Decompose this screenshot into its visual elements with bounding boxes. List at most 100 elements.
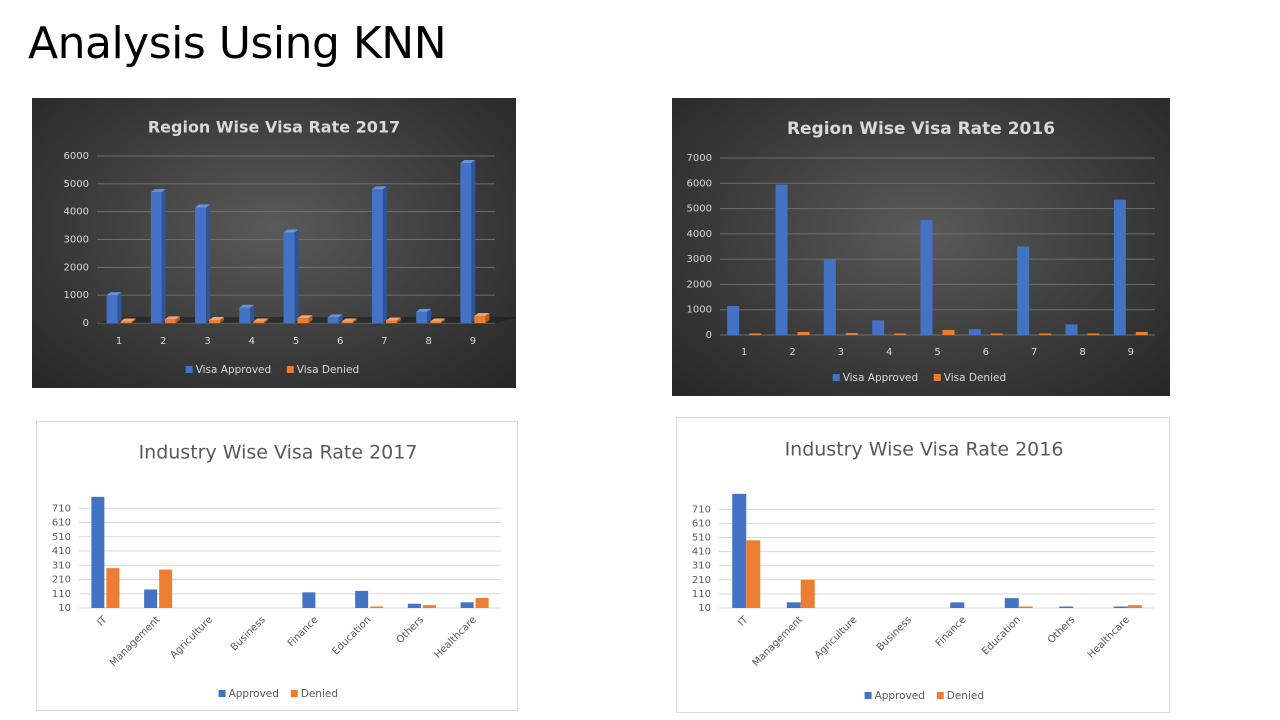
bar-denied-top — [430, 318, 446, 322]
y-tick-label: 7000 — [687, 153, 712, 164]
x-tick-label: Education — [330, 614, 373, 657]
bar-denied-top — [385, 317, 401, 321]
bar-denied-top — [209, 316, 225, 320]
bar-denied-top — [297, 315, 313, 319]
bar-denied — [385, 320, 397, 323]
bar-approved — [327, 317, 339, 323]
bar-approved — [968, 329, 981, 335]
y-tick-label: 410 — [52, 546, 71, 557]
bar-approved-side — [250, 304, 255, 323]
x-tick-label: 4 — [249, 336, 255, 347]
bar-approved — [460, 602, 474, 608]
legend-swatch — [290, 690, 298, 697]
legend-swatch — [936, 692, 944, 699]
bar-denied — [370, 606, 384, 608]
bar-denied — [1087, 333, 1100, 335]
bar-approved — [355, 590, 369, 608]
x-tick-label: 4 — [886, 347, 892, 358]
bar-approved-top — [327, 314, 343, 318]
x-tick-label: Agriculture — [168, 614, 215, 661]
bar-approved-top — [460, 159, 476, 163]
slide-title: Analysis Using KNN — [28, 18, 447, 69]
bar-denied — [1135, 331, 1148, 335]
bar-denied-top — [253, 318, 269, 322]
x-tick-label: 8 — [1079, 347, 1085, 358]
bar-denied — [253, 321, 265, 323]
bar-approved — [872, 320, 885, 335]
x-tick-label: 1 — [741, 347, 747, 358]
bar-approved — [1017, 246, 1030, 335]
x-tick-label: 9 — [1128, 347, 1134, 358]
bar-denied-side — [264, 318, 269, 323]
y-tick-label: 10 — [58, 603, 71, 614]
x-tick-label: 9 — [470, 336, 476, 347]
x-tick-label: Management — [108, 614, 162, 668]
bar-approved — [1059, 606, 1074, 608]
bar-denied-top — [120, 318, 136, 322]
x-tick-label: Healthcare — [433, 614, 479, 660]
bar-denied — [430, 321, 442, 323]
bar-approved — [416, 311, 428, 323]
x-tick-label: Finance — [934, 614, 969, 649]
bar-approved — [239, 307, 251, 323]
x-tick-label: IT — [736, 614, 751, 629]
x-tick-label: Others — [395, 614, 427, 646]
bar-denied-top — [164, 316, 180, 320]
bar-denied-side — [131, 318, 136, 323]
legend-swatch — [864, 692, 872, 699]
bar-approved — [920, 219, 933, 335]
y-tick-label: 3000 — [64, 235, 89, 246]
bar-approved — [150, 192, 162, 323]
bar-denied — [475, 598, 489, 608]
bar-denied-side — [220, 316, 225, 323]
legend-swatch — [933, 374, 941, 381]
bar-approved-side — [117, 292, 122, 323]
bar-approved — [144, 589, 158, 608]
legend-label: Visa Denied — [944, 372, 1006, 384]
legend-swatch — [218, 690, 226, 697]
bar-approved — [732, 493, 747, 608]
bar-denied — [1039, 333, 1052, 335]
x-tick-label: Management — [751, 614, 805, 668]
bar-approved-side — [382, 186, 387, 323]
bar-approved — [775, 184, 788, 335]
bar-approved-side — [294, 229, 299, 323]
bar-denied — [164, 319, 176, 323]
bar-denied — [749, 333, 762, 335]
bar-approved — [727, 305, 740, 335]
x-tick-label: 7 — [381, 336, 387, 347]
y-tick-label: 710 — [52, 503, 71, 514]
chart-title: Region Wise Visa Rate 2016 — [787, 119, 1055, 139]
x-tick-label: 7 — [1031, 347, 1037, 358]
x-tick-label: 5 — [293, 336, 299, 347]
bar-approved-top — [283, 229, 299, 233]
region-2016-chart: Region Wise Visa Rate 2016 0 1000 2000 3000 4… — [672, 98, 1170, 396]
bar-approved-side — [161, 189, 166, 323]
y-tick-label: 1000 — [64, 290, 89, 301]
bar-approved — [1004, 598, 1019, 608]
bar-approved-top — [106, 292, 122, 296]
bar-denied — [746, 540, 761, 608]
bar-approved-side — [338, 314, 343, 323]
bar-approved — [823, 259, 836, 335]
x-tick-label: 6 — [337, 336, 343, 347]
y-tick-label: 610 — [692, 518, 711, 529]
legend-swatch — [286, 366, 294, 373]
industry-2017-chart-svg: Industry Wise Visa Rate 2017 101102103104… — [52, 442, 501, 700]
legend-swatch — [185, 366, 193, 373]
region-2017-chart-svg: Region Wise Visa Rate 2017 0 1000 2000 3000 4… — [64, 118, 516, 376]
bar-approved-top — [371, 186, 387, 190]
y-tick-label: 4000 — [64, 207, 89, 218]
bar-approved — [106, 295, 118, 323]
chart-title: Industry Wise Visa Rate 2017 — [139, 442, 418, 464]
chart-title: Industry Wise Visa Rate 2016 — [785, 439, 1064, 461]
legend-label: Approved — [875, 690, 925, 702]
y-tick-label: 210 — [52, 575, 71, 586]
y-tick-label: 610 — [52, 518, 71, 529]
y-tick-label: 110 — [52, 589, 71, 600]
legend-swatch — [832, 374, 840, 381]
bar-approved — [786, 602, 801, 608]
y-tick-label: 210 — [692, 575, 711, 586]
y-tick-label: 4000 — [687, 229, 712, 240]
bar-denied — [800, 579, 815, 608]
